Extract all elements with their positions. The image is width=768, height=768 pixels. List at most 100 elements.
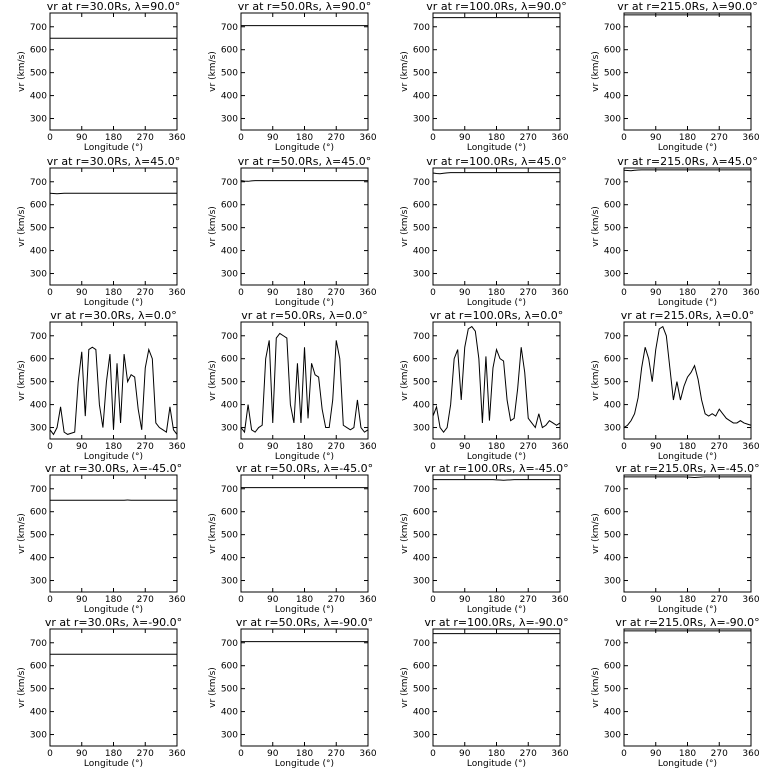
panel: vr at r=100.0Rs, λ=90.0° 0 90 180 270 360 300 4… bbox=[400, 0, 569, 153]
y-axis-label: vr (km/s) bbox=[591, 51, 601, 92]
x-tick-label: 360 bbox=[551, 288, 568, 298]
x-tick-label: 360 bbox=[168, 133, 185, 143]
x-tick-label: 360 bbox=[168, 288, 185, 298]
panel-title: vr at r=215.0Rs, λ=-90.0° bbox=[615, 616, 759, 629]
y-tick-label: 500 bbox=[30, 224, 47, 234]
series-line bbox=[432, 325, 561, 433]
series-line bbox=[432, 172, 560, 175]
plot-frame bbox=[240, 321, 369, 440]
y-tick-label: 500 bbox=[413, 224, 430, 234]
x-tick-label: 0 bbox=[47, 133, 53, 143]
panel: vr at r=50.0Rs, λ=45.0° 0 90 180 270 360 300 40… bbox=[208, 155, 377, 308]
y-tick-label: 300 bbox=[413, 115, 430, 125]
y-axis-label: vr (km/s) bbox=[591, 360, 601, 401]
panel-title: vr at r=100.0Rs, λ=90.0° bbox=[426, 0, 566, 13]
y-tick-label: 400 bbox=[221, 554, 238, 564]
x-tick-label: 360 bbox=[168, 595, 185, 605]
x-tick-label: 360 bbox=[742, 288, 759, 298]
y-tick-label: 400 bbox=[413, 247, 430, 257]
x-tick-label: 180 bbox=[488, 133, 505, 143]
y-tick-label: 700 bbox=[604, 332, 621, 342]
y-axis-label: vr (km/s) bbox=[208, 667, 218, 708]
y-tick-label: 600 bbox=[30, 662, 47, 672]
y-tick-label: 700 bbox=[30, 332, 47, 342]
x-axis-label: Longitude (°) bbox=[467, 452, 526, 462]
x-tick-label: 90 bbox=[459, 442, 471, 452]
plot-frame bbox=[49, 12, 178, 131]
series-line bbox=[624, 476, 751, 479]
panel-title: vr at r=50.0Rs, λ=-45.0° bbox=[236, 462, 373, 475]
x-tick-label: 180 bbox=[296, 595, 313, 605]
plot-frame bbox=[240, 474, 369, 593]
panel-title: vr at r=215.0Rs, λ=90.0° bbox=[617, 0, 757, 13]
y-tick-label: 400 bbox=[221, 401, 238, 411]
panel: vr at r=100.0Rs, λ=-90.0° 0 90 180 270 360 300… bbox=[400, 616, 569, 768]
y-tick-label: 500 bbox=[221, 685, 238, 695]
panel: vr at r=215.0Rs, λ=-45.0° 0 90 180 270 360 300… bbox=[591, 462, 760, 615]
x-axis-label: Longitude (°) bbox=[275, 605, 334, 615]
y-tick-label: 300 bbox=[30, 115, 47, 125]
y-tick-label: 700 bbox=[221, 23, 238, 33]
x-tick-label: 270 bbox=[711, 288, 728, 298]
x-tick-label: 90 bbox=[76, 749, 88, 759]
y-tick-label: 300 bbox=[221, 270, 238, 280]
panel-title: vr at r=100.0Rs, λ=45.0° bbox=[426, 155, 566, 168]
x-tick-label: 180 bbox=[679, 595, 696, 605]
y-tick-label: 500 bbox=[30, 69, 47, 79]
y-tick-label: 500 bbox=[30, 685, 47, 695]
x-tick-label: 180 bbox=[296, 133, 313, 143]
y-tick-label: 300 bbox=[413, 731, 430, 741]
x-tick-label: 0 bbox=[430, 288, 436, 298]
y-axis-label: vr (km/s) bbox=[591, 667, 601, 708]
y-tick-label: 500 bbox=[221, 224, 238, 234]
plot-frame bbox=[49, 167, 178, 286]
x-tick-label: 270 bbox=[328, 442, 345, 452]
x-tick-label: 0 bbox=[47, 749, 53, 759]
plot-frame bbox=[240, 628, 369, 747]
panel-title: vr at r=50.0Rs, λ=45.0° bbox=[238, 155, 371, 168]
x-tick-label: 360 bbox=[551, 133, 568, 143]
panel-title: vr at r=215.0Rs, λ=0.0° bbox=[621, 309, 754, 322]
y-tick-label: 600 bbox=[221, 46, 238, 56]
y-tick-label: 300 bbox=[30, 731, 47, 741]
y-tick-label: 700 bbox=[604, 178, 621, 188]
x-tick-label: 90 bbox=[459, 595, 471, 605]
x-axis-label: Longitude (°) bbox=[658, 452, 717, 462]
y-axis-label: vr (km/s) bbox=[17, 360, 27, 401]
y-tick-label: 400 bbox=[30, 401, 47, 411]
y-tick-label: 400 bbox=[221, 708, 238, 718]
y-tick-label: 700 bbox=[604, 23, 621, 33]
panel: vr at r=30.0Rs, λ=90.0° 0 90 180 270 360 300 40… bbox=[17, 0, 186, 153]
x-tick-label: 90 bbox=[76, 442, 88, 452]
y-tick-label: 600 bbox=[221, 508, 238, 518]
x-axis-label: Longitude (°) bbox=[658, 605, 717, 615]
y-tick-label: 300 bbox=[413, 270, 430, 280]
x-tick-label: 180 bbox=[105, 133, 122, 143]
y-tick-label: 300 bbox=[221, 115, 238, 125]
y-tick-label: 400 bbox=[604, 708, 621, 718]
y-tick-label: 300 bbox=[30, 270, 47, 280]
y-tick-label: 300 bbox=[604, 731, 621, 741]
y-tick-label: 700 bbox=[30, 639, 47, 649]
panel-title: vr at r=100.0Rs, λ=-90.0° bbox=[424, 616, 568, 629]
y-tick-label: 400 bbox=[30, 708, 47, 718]
y-tick-label: 400 bbox=[30, 247, 47, 257]
series-line bbox=[623, 325, 752, 428]
x-tick-label: 360 bbox=[359, 442, 376, 452]
x-tick-label: 270 bbox=[711, 749, 728, 759]
y-axis-label: vr (km/s) bbox=[208, 360, 218, 401]
y-tick-label: 600 bbox=[413, 201, 430, 211]
x-axis-label: Longitude (°) bbox=[467, 759, 526, 768]
series-line bbox=[49, 346, 178, 436]
plot-frame bbox=[49, 474, 178, 593]
x-axis-label: Longitude (°) bbox=[84, 298, 143, 308]
x-tick-label: 0 bbox=[621, 442, 627, 452]
x-tick-label: 90 bbox=[650, 133, 662, 143]
x-tick-label: 90 bbox=[267, 595, 279, 605]
y-tick-label: 300 bbox=[413, 424, 430, 434]
panel-title: vr at r=30.0Rs, λ=0.0° bbox=[50, 309, 176, 322]
y-tick-label: 500 bbox=[413, 685, 430, 695]
x-tick-label: 0 bbox=[430, 749, 436, 759]
x-tick-label: 270 bbox=[137, 749, 154, 759]
y-tick-label: 300 bbox=[604, 115, 621, 125]
